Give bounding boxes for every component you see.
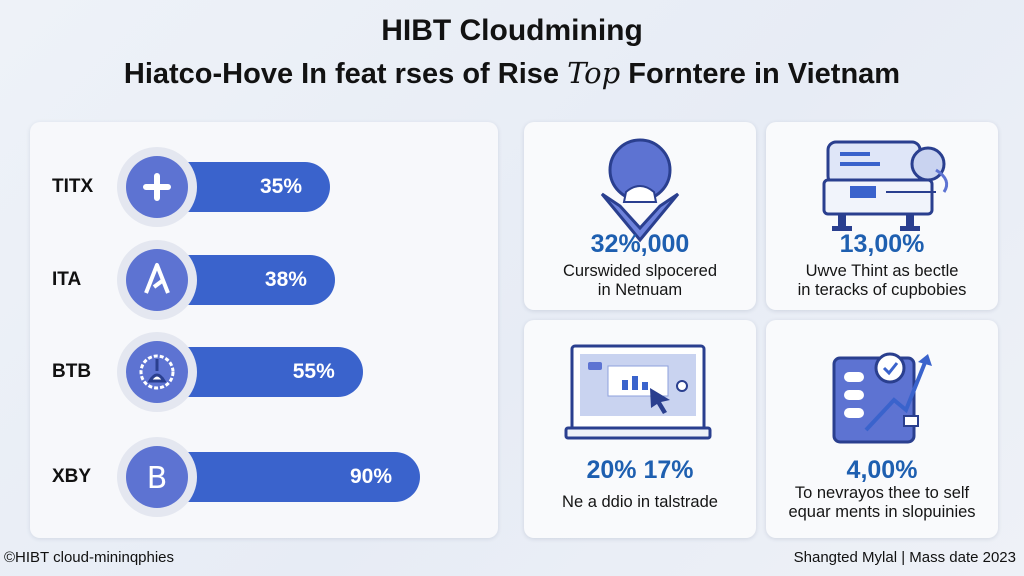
stat-desc-line2: in teracks of cupbobies [797, 281, 967, 299]
bar-row-titx: TITX 35% [30, 147, 498, 227]
bar-value-label: 90% [350, 465, 393, 488]
subtitle-text: Hiatco-Hove In feat rses of Rise [123, 58, 560, 90]
category-label: ITA [52, 269, 82, 290]
stat-card-2: 13,00% Uwve Thint as bectle in teracks o… [766, 122, 998, 310]
stat-card-4: 4,00% To nevrayos thee to self equar men… [766, 320, 998, 538]
bar-chart-panel: TITX 35% ITA 38% BTB 55% XBY 90% B [30, 122, 498, 538]
stat-value: 4,00% [846, 456, 918, 484]
subtitle-end: Forntere in Vietnam [628, 58, 901, 90]
stat-desc-line2: in Netnuam [597, 281, 683, 299]
stat-desc-line1: Uwve Thint as bectle [805, 262, 959, 280]
svg-text:B: B [147, 461, 168, 496]
gear-coin-icon [126, 341, 188, 403]
subtitle-script: Top [567, 56, 621, 90]
bar-row-xby: XBY 90% B [30, 437, 498, 517]
bar-row-ita: ITA 38% [30, 240, 498, 320]
bar-row-btb: BTB 55% [30, 332, 498, 412]
growth-board-icon [832, 352, 932, 444]
bar-value-label: 38% [264, 268, 307, 291]
stat-desc-line1: Curswided slpocered [562, 262, 718, 280]
stat-desc-line1: To nevrayos thee to self [794, 484, 970, 502]
triangle-a-icon [126, 249, 188, 311]
bar-value-label: 55% [292, 360, 335, 383]
footer-credit: ©HIBT cloud-mininqphies [4, 549, 175, 566]
page-title: HIBT Cloudmining [381, 14, 643, 47]
monitor-cursor-icon [564, 344, 712, 440]
stat-card-3: 20% 17% Ne a ddio in talstrade [524, 320, 756, 538]
category-label: XBY [52, 466, 92, 487]
stat-value: 13,00% [839, 230, 925, 258]
plus-icon [126, 156, 188, 218]
stat-desc-line2: equar ments in slopuinies [788, 503, 976, 521]
bar-value-label: 35% [260, 175, 303, 198]
server-machine-icon [822, 140, 949, 231]
location-pin-icon [600, 138, 680, 243]
category-label: TITX [52, 176, 94, 197]
stat-value: 32%,000 [590, 230, 690, 258]
stat-card-1: 32%,000 Curswided slpocered in Netnuam [524, 122, 756, 310]
footer-source: Shangted Mylal | Mass date 2023 [793, 549, 1016, 566]
stat-value: 20% 17% [586, 456, 694, 484]
bar [157, 452, 420, 502]
page-subtitle: Hiatco-Hove In feat rses of Rise Top For… [0, 56, 1024, 91]
category-label: BTB [52, 361, 92, 382]
stat-desc-line1: Ne a ddio in talstrade [562, 493, 718, 511]
bitcoin-icon: B [126, 446, 188, 508]
